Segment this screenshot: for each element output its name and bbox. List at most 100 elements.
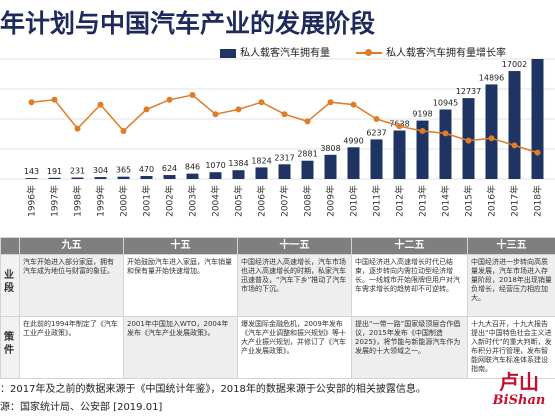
bar-value-label: 6237 bbox=[366, 128, 386, 137]
bar-value-label: 9198 bbox=[412, 110, 432, 119]
legend-bar-label: 私人载客汽车拥有量 bbox=[240, 48, 330, 59]
x-tick-label: 1997年 bbox=[49, 185, 61, 217]
x-tick-label: 1998年 bbox=[72, 185, 84, 217]
header-cell-12th: 十二五 bbox=[351, 237, 468, 255]
table-cell: 2001年中国加入WTO，2004年发布《汽车产业发展政策》。 bbox=[123, 316, 238, 379]
logo-text: 卢山 bbox=[499, 370, 539, 394]
growth-rate-point bbox=[212, 111, 219, 118]
row-label-industry: 业 段 bbox=[0, 254, 20, 317]
table-cell: 十九大召开，十九大报告提出“中国特色社会主义进入新时代”的重大判断，发布积分并行… bbox=[467, 316, 555, 379]
bar-value-label: 231 bbox=[70, 167, 85, 176]
bar bbox=[94, 177, 107, 179]
bar bbox=[485, 84, 498, 179]
table-cell: 汽车开始进入部分家庭，拥有汽车成为地位与财富的象征。 bbox=[19, 254, 124, 317]
x-tick-label: 2000年 bbox=[118, 185, 130, 217]
x-tick-label: 2007年 bbox=[279, 185, 291, 217]
bar-value-label: 191 bbox=[47, 167, 62, 176]
header-cell-9th: 九五 bbox=[19, 237, 124, 255]
growth-rate-point bbox=[258, 99, 265, 106]
x-tick-label: 2011年 bbox=[371, 185, 383, 217]
page-title: 年计划与中国汽车产业的发展阶段 bbox=[0, 9, 376, 38]
bar bbox=[163, 175, 176, 179]
source-note-2: 源：国家统计局、公安部 [2019.01] bbox=[0, 402, 163, 413]
bar-value-label: 2317 bbox=[274, 153, 294, 162]
bar bbox=[232, 170, 245, 179]
x-tick-label: 2008年 bbox=[302, 185, 314, 217]
bar bbox=[393, 130, 406, 179]
growth-rate-point bbox=[28, 99, 35, 106]
bar bbox=[25, 178, 38, 179]
table-cell: 中国经济进入高速增长时代已结束，逐步转向内需拉动型经济增长。一线城市开始限牌但用… bbox=[351, 254, 468, 317]
growth-rate-point bbox=[465, 137, 472, 144]
growth-rate-point bbox=[281, 111, 288, 118]
x-tick-label: 2009年 bbox=[325, 185, 337, 217]
bar bbox=[209, 172, 222, 179]
bar-value-label: 304 bbox=[93, 166, 108, 175]
bar bbox=[439, 109, 452, 179]
growth-rate-point bbox=[235, 106, 242, 113]
table-cell: 提出“一带一路”国家级顶层合作倡议，2015年发布《中国制造2025》，将节能与… bbox=[351, 316, 468, 379]
growth-rate-point bbox=[534, 149, 541, 156]
table-cell: 开始鼓励汽车进入家庭，汽车销量和保有量开始快速增加。 bbox=[123, 254, 238, 317]
x-tick-label: 1996年 bbox=[26, 185, 38, 217]
x-tick-label: 2004年 bbox=[210, 185, 222, 217]
growth-rate-line bbox=[31, 94, 538, 154]
bar bbox=[370, 139, 383, 179]
logo-subtext: BiShan bbox=[492, 393, 546, 408]
bar bbox=[140, 176, 153, 179]
bar-value-label: 4990 bbox=[343, 136, 363, 145]
table-header-row: 九五 十五 十一五 十二五 十三五 bbox=[0, 237, 555, 255]
x-tick-label: 2005年 bbox=[233, 185, 245, 217]
x-tick-label: 2018年 bbox=[532, 185, 544, 217]
bar bbox=[117, 176, 130, 179]
ownership-chart: 143 1996年 191 1997年 231 1998年 304 1999年 365 2000年… bbox=[0, 55, 555, 217]
bar-value-label: 14896 bbox=[479, 73, 504, 82]
bar-value-label: 1824 bbox=[251, 156, 271, 165]
header-cell-10th: 十五 bbox=[123, 237, 238, 255]
row-label-policy: 策 件 bbox=[0, 316, 20, 379]
bar-value-label: 624 bbox=[162, 164, 177, 173]
header-cell-13th: 十三五 bbox=[467, 237, 555, 255]
bar bbox=[347, 147, 360, 179]
table-cell: 中国经济进一步转向高质量发展，汽车市场进入存量阶段，2018年出现销量负增长，经… bbox=[467, 254, 555, 317]
table-cell: 在此前的1994年制定了《汽车工业产业政策》。 bbox=[19, 316, 124, 379]
bar-value-label: 143 bbox=[24, 167, 39, 176]
x-tick-label: 2016年 bbox=[486, 185, 498, 217]
growth-rate-point bbox=[488, 135, 495, 142]
growth-rate-point bbox=[51, 96, 58, 103]
x-tick-label: 2002年 bbox=[164, 185, 176, 217]
growth-rate-point bbox=[74, 125, 81, 132]
bar bbox=[324, 154, 337, 179]
bar-value-label: 846 bbox=[185, 163, 200, 172]
table-row-policy: 策 件 在此前的1994年制定了《汽车工业产业政策》。 2001年中国加入WTO… bbox=[0, 316, 555, 379]
bar bbox=[416, 120, 429, 179]
five-year-plan-table: 九五 十五 十一五 十二五 十三五 业 段 汽车开始进入部分家庭，拥有汽车成为地… bbox=[0, 237, 555, 379]
bar bbox=[255, 167, 268, 179]
bar-value-label: 365 bbox=[116, 166, 131, 175]
growth-rate-point bbox=[97, 101, 104, 108]
bar bbox=[48, 177, 61, 179]
x-tick-label: 2013年 bbox=[417, 185, 429, 217]
x-tick-label: 2003年 bbox=[187, 185, 199, 217]
bar bbox=[186, 173, 199, 179]
x-tick-label: 2014年 bbox=[440, 185, 452, 217]
header-cell-11th: 十一五 bbox=[237, 237, 352, 255]
table-row-industry: 业 段 汽车开始进入部分家庭，拥有汽车成为地位与财富的象征。 开始鼓励汽车进入家… bbox=[0, 254, 555, 317]
bar-value-label: 470 bbox=[139, 165, 154, 174]
growth-rate-point bbox=[350, 101, 357, 108]
bar bbox=[508, 71, 521, 179]
legend-bar-swatch bbox=[220, 48, 236, 58]
bar-value-label: 1070 bbox=[205, 161, 225, 170]
x-tick-label: 2010年 bbox=[348, 185, 360, 217]
growth-rate-point bbox=[327, 99, 334, 106]
x-tick-label: 2012年 bbox=[394, 185, 406, 217]
source-note-1: ：2017年及之前的数据来源于《中国统计年鉴》，2018年的数据来源于公安部的相… bbox=[0, 384, 426, 395]
bar-value-label: 10945 bbox=[433, 99, 458, 108]
bar-value-label: 18900 bbox=[525, 55, 550, 57]
chart-legend: 私人载客汽车拥有量 私人载客汽车拥有量增长率 bbox=[220, 44, 506, 59]
bar bbox=[531, 59, 544, 179]
bar-value-label: 3808 bbox=[320, 144, 340, 153]
bar bbox=[278, 164, 291, 179]
growth-rate-point bbox=[419, 128, 426, 134]
growth-rate-point bbox=[166, 96, 173, 103]
